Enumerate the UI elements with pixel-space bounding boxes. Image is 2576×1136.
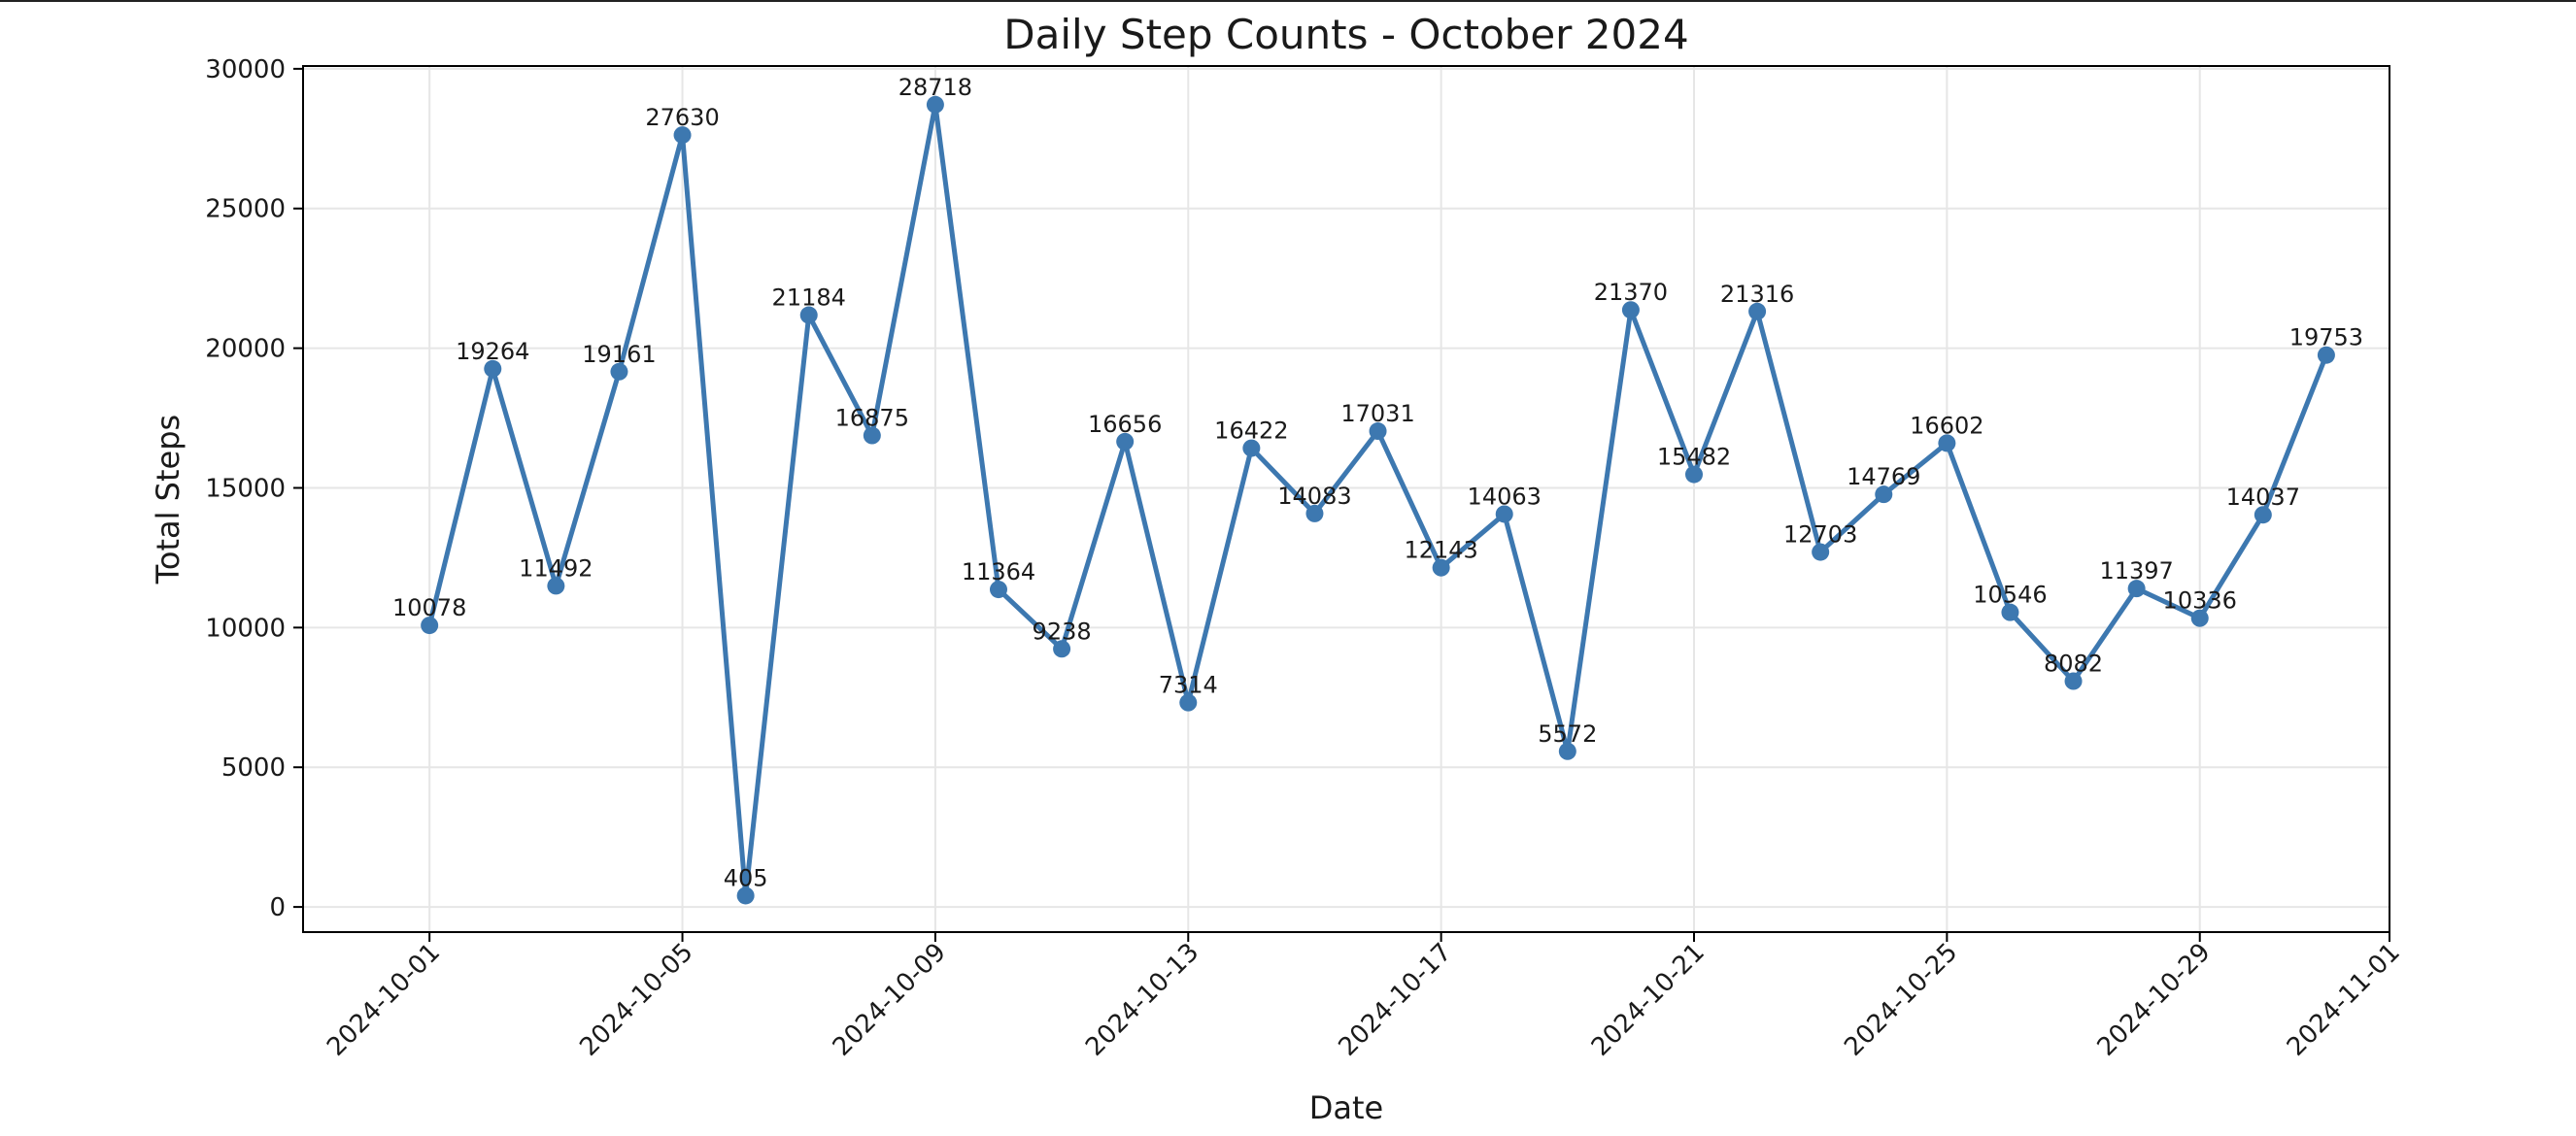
data-point xyxy=(1812,543,1830,561)
data-label: 14063 xyxy=(1468,483,1542,510)
x-tick-label: 2024-10-05 xyxy=(574,938,698,1062)
data-point xyxy=(2317,346,2335,364)
x-axis-label: Date xyxy=(1309,1089,1383,1126)
data-point xyxy=(1242,439,1261,457)
data-label: 19161 xyxy=(582,341,656,368)
y-tick-label: 30000 xyxy=(205,55,286,84)
data-label: 14083 xyxy=(1277,483,1351,510)
data-point xyxy=(1748,302,1767,320)
top-border xyxy=(0,0,2576,2)
data-point xyxy=(547,577,565,595)
data-point xyxy=(1621,301,1640,319)
data-point xyxy=(1685,465,1703,484)
x-tick-label: 2024-10-09 xyxy=(828,938,952,1062)
data-point xyxy=(1053,640,1071,658)
series-line xyxy=(421,95,2335,905)
data-label: 28718 xyxy=(898,74,972,101)
data-point xyxy=(1432,558,1450,577)
data-label: 14769 xyxy=(1847,463,1920,490)
data-point xyxy=(2254,506,2272,524)
data-point xyxy=(1305,504,1324,522)
data-point xyxy=(2127,580,2146,598)
data-point xyxy=(1369,422,1387,441)
x-axis: 2024-10-01 2024-10-05 2024-10-09 2024-10-13… xyxy=(322,932,2406,1062)
data-label: 10336 xyxy=(2163,587,2237,615)
data-point xyxy=(610,362,628,381)
data-label: 17031 xyxy=(1340,400,1414,427)
y-tick-label: 10000 xyxy=(205,614,286,643)
x-tick-label: 2024-10-21 xyxy=(1586,938,1711,1062)
data-label: 9238 xyxy=(1033,618,1092,645)
data-point xyxy=(2001,603,2019,621)
data-point xyxy=(926,95,944,114)
x-tick-label: 2024-10-01 xyxy=(322,938,446,1062)
data-label: 14037 xyxy=(2226,484,2300,511)
data-point xyxy=(421,617,439,635)
data-point xyxy=(1179,693,1198,712)
data-point xyxy=(863,426,881,445)
data-label: 405 xyxy=(724,864,768,891)
series-path xyxy=(426,102,2329,898)
data-label: 21316 xyxy=(1720,281,1794,308)
data-label: 11364 xyxy=(962,558,1035,585)
y-tick-label: 25000 xyxy=(205,195,286,224)
data-point xyxy=(2190,609,2209,627)
x-tick-label: 2024-10-13 xyxy=(1080,938,1204,1062)
data-point xyxy=(799,306,818,324)
data-label: 16602 xyxy=(1910,412,1983,439)
data-label: 21370 xyxy=(1594,279,1668,306)
data-label: 19753 xyxy=(2289,324,2363,351)
data-point xyxy=(1558,742,1576,760)
data-label: 16422 xyxy=(1214,418,1288,445)
data-point xyxy=(2064,672,2083,690)
y-tick-label: 5000 xyxy=(221,753,286,783)
data-point xyxy=(1495,505,1513,523)
y-tick-label: 15000 xyxy=(205,474,286,503)
data-point xyxy=(736,886,755,905)
data-label: 10546 xyxy=(1973,582,2047,609)
data-point xyxy=(1116,432,1135,451)
data-label: 21184 xyxy=(772,284,846,312)
data-label: 10078 xyxy=(392,594,466,621)
data-point xyxy=(1938,434,1956,452)
data-label: 12703 xyxy=(1783,521,1857,549)
data-label: 16875 xyxy=(835,405,909,432)
y-tick-label: 20000 xyxy=(205,335,286,364)
x-tick-label: 2024-10-29 xyxy=(2092,938,2217,1062)
data-point xyxy=(673,126,692,145)
grid-lines xyxy=(303,66,2390,932)
chart-title: Daily Step Counts - October 2024 xyxy=(1003,11,1688,58)
data-label: 11397 xyxy=(2099,557,2173,585)
data-labels: 10078 19264 11492 19161 27630 405 21184 16875 28… xyxy=(392,74,2363,892)
data-label: 8082 xyxy=(2044,651,2103,678)
x-tick-label: 2024-11-01 xyxy=(2282,938,2406,1062)
data-label: 11492 xyxy=(519,554,593,582)
data-label: 19264 xyxy=(456,338,529,365)
y-axis: 0 5000 10000 15000 20000 25000 30000 xyxy=(205,55,303,922)
data-label: 7314 xyxy=(1159,672,1218,699)
y-axis-label: Total Steps xyxy=(150,415,186,585)
data-point xyxy=(1875,485,1893,504)
x-tick-label: 2024-10-17 xyxy=(1334,938,1458,1062)
plot-area xyxy=(302,65,2390,933)
data-point xyxy=(990,581,1007,599)
data-label: 5572 xyxy=(1538,720,1597,748)
y-tick-label: 0 xyxy=(269,893,286,922)
data-label: 27630 xyxy=(645,104,719,131)
data-label: 15482 xyxy=(1657,444,1731,471)
data-point xyxy=(484,359,502,378)
x-tick-label: 2024-10-25 xyxy=(1839,938,1963,1062)
data-label: 16656 xyxy=(1088,411,1162,438)
data-label: 12143 xyxy=(1404,537,1477,564)
